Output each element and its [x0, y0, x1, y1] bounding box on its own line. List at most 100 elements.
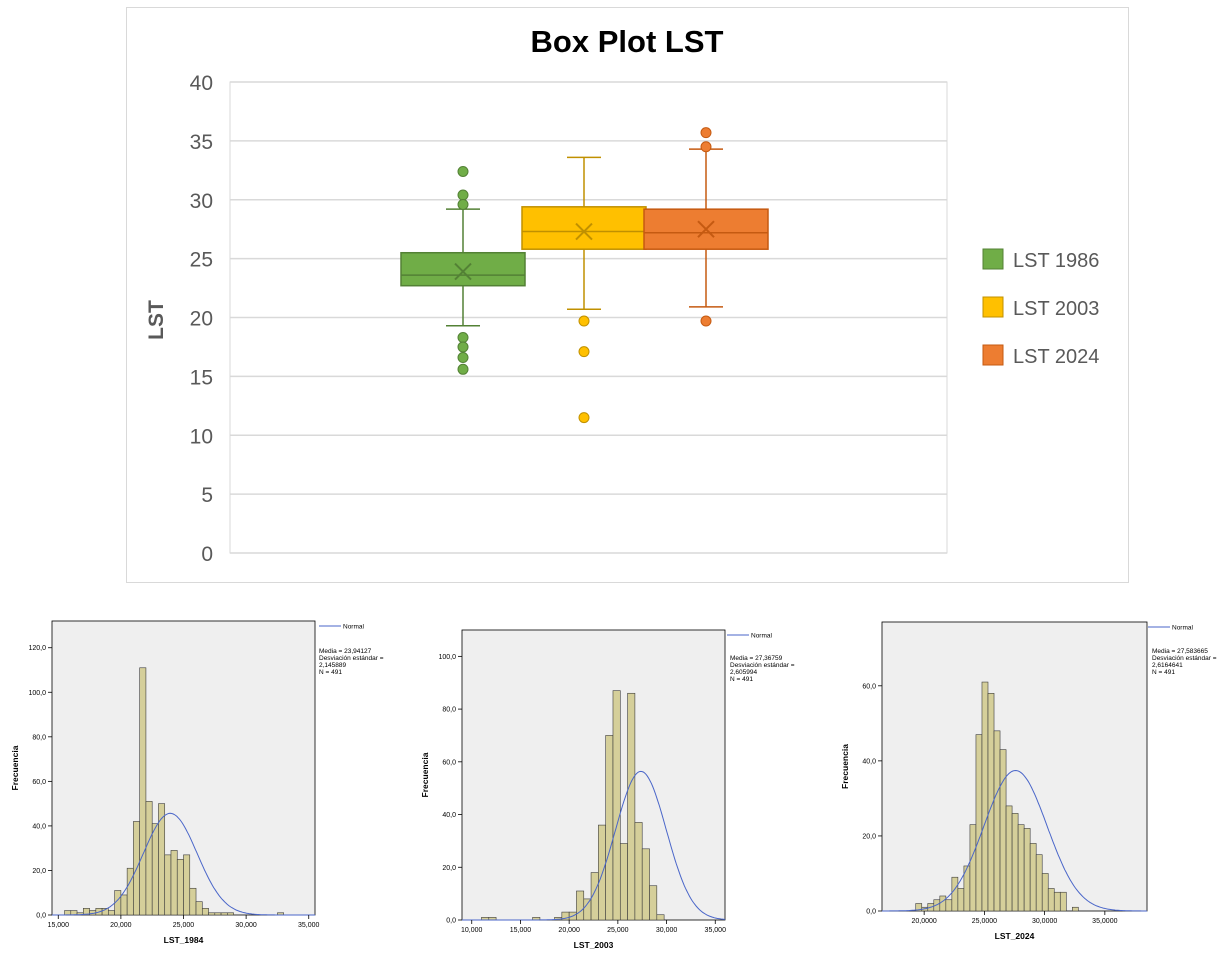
histogram-bar: [999, 749, 1007, 912]
y-axis-label: LST: [145, 300, 168, 340]
x-tick-label: 35,000: [298, 922, 320, 929]
histogram-bar: [189, 887, 197, 916]
y-tick-label: 40,0: [862, 758, 876, 765]
box-2: [643, 127, 769, 327]
y-tick-label: 20,0: [862, 833, 876, 840]
histogram-2024-svg: 0,0 20,0 40,0 60,0 20,0000 25,0000 30,0000 35,0…: [840, 621, 1217, 941]
histogram-bar: [120, 894, 128, 916]
histogram-bar: [975, 734, 983, 912]
histogram-bar: [576, 890, 585, 921]
histogram-bar: [939, 895, 947, 912]
x-tick-label: 15,000: [510, 927, 532, 934]
y-tick-label: 40: [190, 72, 213, 95]
histogram-bar: [126, 867, 134, 916]
histogram-bar: [969, 824, 977, 912]
histogram-bar: [1047, 888, 1055, 912]
y-tick-label: 40,0: [32, 823, 46, 830]
y-tick-label: 35: [190, 131, 213, 154]
histogram-bar: [656, 914, 665, 921]
histogram-bar: [64, 910, 72, 916]
stats-text: Media = 23,94127: [319, 648, 372, 655]
histogram-bar: [220, 912, 228, 916]
box-plot-y-axis: 0 5 10 15 20 25 30 35 40: [190, 72, 213, 566]
legend-label: Normal: [343, 624, 365, 631]
histogram-bar: [945, 899, 953, 912]
histogram-bar: [108, 910, 115, 916]
histogram-2003-panel: 0,0 20,0 40,0 60,0 80,0 100,0 10,000 15,000 20,0…: [410, 612, 815, 950]
y-tick-label: 20,0: [442, 865, 456, 872]
histogram-bar: [214, 912, 222, 916]
histogram-bar: [227, 912, 234, 916]
y-tick-label: 0,0: [446, 918, 456, 925]
legend-label: Normal: [751, 633, 773, 640]
stats-text: 2,145889: [319, 662, 346, 669]
y-tick-label: 120,0: [28, 645, 46, 652]
stats-text: N = 491: [1152, 669, 1175, 676]
histogram-bar: [164, 854, 172, 916]
histogram-bar: [1023, 828, 1031, 912]
stats-text: Media = 27,36759: [730, 655, 783, 662]
y-tick-label: 5: [201, 484, 213, 507]
outlier-point: [457, 165, 469, 177]
histogram-bar: [170, 850, 178, 916]
outlier-point: [457, 198, 469, 210]
y-tick-label: 60,0: [32, 779, 46, 786]
y-tick-label: 0: [201, 543, 213, 566]
histogram-1984-panel: 0,0 20,0 40,0 60,0 80,0 100,0 120,0 15,000 20,00…: [0, 612, 410, 949]
histogram-bar: [583, 898, 592, 921]
histogram-bar: [145, 801, 153, 916]
histogram-bar: [1011, 813, 1019, 912]
y-axis-label: Frecuencia: [840, 744, 850, 789]
stats-text: Media = 27,583665: [1152, 648, 1208, 655]
legend-label: Normal: [1172, 625, 1194, 632]
histogram-bar: [1035, 854, 1043, 912]
histogram-bar: [1059, 891, 1067, 912]
histogram-bar: [634, 822, 643, 921]
histogram-bar: [1072, 906, 1079, 912]
y-axis-label: Frecuencia: [420, 752, 430, 797]
histogram-bar: [208, 912, 216, 916]
x-tick-label: 15,000: [48, 922, 70, 929]
y-tick-label: 20: [190, 308, 213, 331]
outlier-point: [457, 341, 469, 353]
stats-text: Desviación estándar =: [1152, 655, 1217, 662]
normal-curve: [882, 769, 1147, 912]
box-plot-boxes: [400, 127, 769, 424]
y-tick-label: 15: [190, 366, 213, 389]
box-1: [521, 156, 647, 424]
x-tick-label: 20,0000: [912, 918, 937, 925]
x-tick-label: 30,0000: [1032, 918, 1057, 925]
histogram-bar: [993, 730, 1001, 912]
histogram-bar: [612, 690, 621, 921]
y-tick-label: 100,0: [438, 654, 456, 661]
y-tick-label: 80,0: [32, 734, 46, 741]
mean-marker: [454, 262, 472, 281]
stats-text: N = 491: [730, 676, 753, 683]
histogram-bar: [1053, 891, 1061, 912]
box-plot-panel: Box Plot LST 0 5 10 15 20 25 30 35 40 LST LST 19…: [126, 7, 1129, 583]
histogram-bar: [951, 876, 959, 912]
y-axis-label: Frecuencia: [10, 745, 20, 790]
legend-swatch: [982, 296, 1004, 318]
x-axis-label: LST_2003: [574, 940, 614, 949]
histogram-bar: [1029, 843, 1037, 912]
histogram-2003-svg: 0,0 20,0 40,0 60,0 80,0 100,0 10,000 15,000 20,0…: [420, 629, 795, 950]
outlier-point: [578, 412, 590, 424]
iqr-box: [521, 206, 647, 250]
legend-label: LST 2024: [1013, 346, 1099, 368]
histogram-bar: [981, 681, 989, 912]
histogram-bar: [1041, 873, 1049, 912]
x-tick-label: 20,000: [558, 927, 580, 934]
histogram-bar: [627, 692, 636, 921]
box-0: [400, 165, 526, 375]
box-plot-svg: Box Plot LST 0 5 10 15 20 25 30 35 40 LST LST 19…: [145, 24, 1099, 566]
y-tick-label: 10: [190, 425, 213, 448]
histogram-bar: [151, 823, 159, 916]
legend-label: LST 1986: [1013, 250, 1099, 272]
stats-text: 2,6164641: [1152, 662, 1183, 669]
y-tick-label: 25: [190, 249, 213, 272]
outlier-point: [457, 352, 469, 364]
histogram-bar: [1005, 805, 1013, 912]
y-tick-label: 60,0: [442, 759, 456, 766]
normal-curve: [462, 770, 726, 921]
